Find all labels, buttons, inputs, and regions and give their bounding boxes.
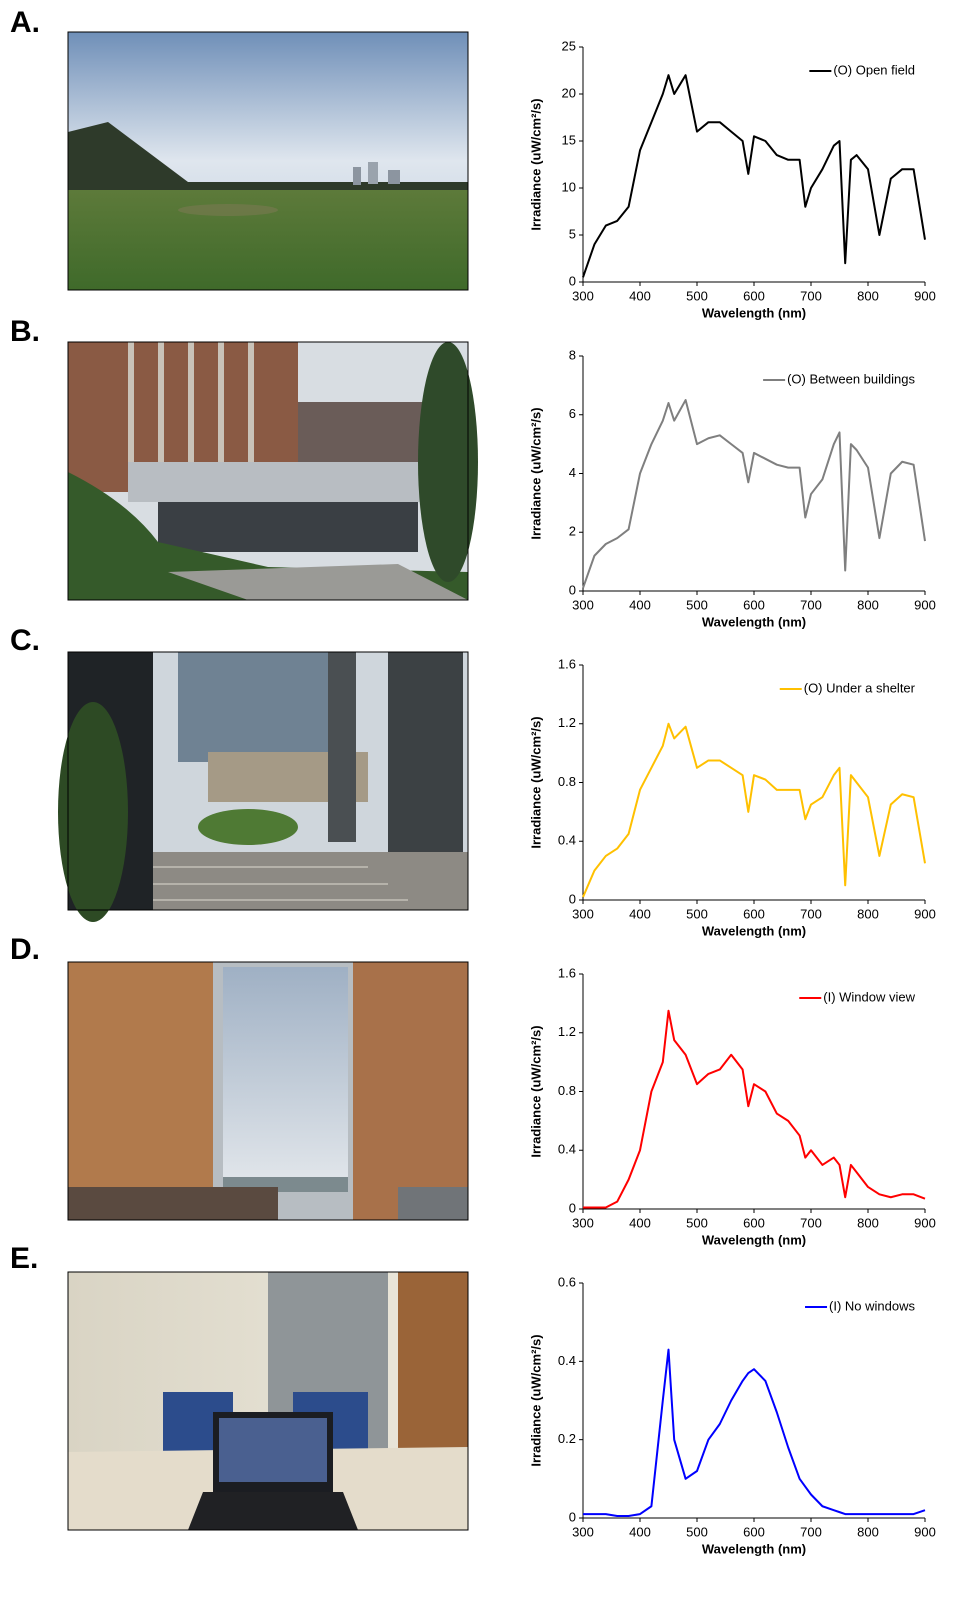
x-tick-label: 700 xyxy=(800,1215,822,1230)
y-tick-label: 0.4 xyxy=(558,1353,576,1368)
y-tick-label: 1.6 xyxy=(558,656,576,671)
x-tick-label: 900 xyxy=(914,1215,936,1230)
y-tick-label: 1.2 xyxy=(558,715,576,730)
x-tick-label: 700 xyxy=(800,1524,822,1539)
x-tick-label: 500 xyxy=(686,1524,708,1539)
y-tick-label: 2 xyxy=(569,524,576,539)
x-tick-label: 400 xyxy=(629,1215,651,1230)
x-tick-label: 900 xyxy=(914,906,936,921)
x-tick-label: 400 xyxy=(629,906,651,921)
x-tick-label: 300 xyxy=(572,1524,594,1539)
y-tick-label: 5 xyxy=(569,226,576,241)
y-axis-label: Irradiance (uW/cm²/s) xyxy=(528,1334,543,1466)
y-tick-label: 0.4 xyxy=(558,1142,576,1157)
y-tick-label: 4 xyxy=(569,465,576,480)
x-tick-label: 500 xyxy=(686,288,708,303)
y-axis-label: Irradiance (uW/cm²/s) xyxy=(528,98,543,230)
x-axis-label: Wavelength (nm) xyxy=(702,923,806,938)
y-axis-label: Irradiance (uW/cm²/s) xyxy=(528,407,543,539)
series-line xyxy=(583,75,925,277)
x-axis-label: Wavelength (nm) xyxy=(702,614,806,629)
x-tick-label: 300 xyxy=(572,1215,594,1230)
x-tick-label: 400 xyxy=(629,288,651,303)
x-tick-label: 600 xyxy=(743,1215,765,1230)
x-tick-label: 600 xyxy=(743,906,765,921)
x-axis-label: Wavelength (nm) xyxy=(702,305,806,320)
y-tick-label: 8 xyxy=(569,347,576,362)
y-tick-label: 1.2 xyxy=(558,1024,576,1039)
x-tick-label: 600 xyxy=(743,288,765,303)
x-tick-label: 800 xyxy=(857,288,879,303)
x-axis-label: Wavelength (nm) xyxy=(702,1541,806,1556)
y-axis-label: Irradiance (uW/cm²/s) xyxy=(528,1025,543,1157)
x-tick-label: 400 xyxy=(629,597,651,612)
y-tick-label: 0.8 xyxy=(558,774,576,789)
panel-label: A. xyxy=(10,6,40,39)
y-tick-label: 10 xyxy=(562,179,576,194)
legend-label: (O) Under a shelter xyxy=(804,680,916,695)
series-line xyxy=(583,1350,925,1516)
y-tick-label: 0.6 xyxy=(558,1274,576,1289)
x-tick-label: 500 xyxy=(686,1215,708,1230)
photo-no-windows xyxy=(68,1272,468,1530)
x-tick-label: 600 xyxy=(743,597,765,612)
x-tick-label: 600 xyxy=(743,1524,765,1539)
y-tick-label: 0 xyxy=(569,891,576,906)
legend-label: (O) Open field xyxy=(833,62,915,77)
y-tick-label: 25 xyxy=(562,38,576,53)
x-tick-label: 400 xyxy=(629,1524,651,1539)
x-tick-label: 800 xyxy=(857,597,879,612)
y-tick-label: 20 xyxy=(562,85,576,100)
figure: A.0510152025300400500600700800900Wavelen… xyxy=(0,0,960,1600)
panel-label: E. xyxy=(10,1242,38,1275)
x-tick-label: 700 xyxy=(800,288,822,303)
x-tick-label: 300 xyxy=(572,288,594,303)
y-tick-label: 6 xyxy=(569,406,576,421)
x-tick-label: 900 xyxy=(914,288,936,303)
x-tick-label: 800 xyxy=(857,1524,879,1539)
x-tick-label: 500 xyxy=(686,597,708,612)
y-tick-label: 0 xyxy=(569,273,576,288)
y-tick-label: 0.8 xyxy=(558,1083,576,1098)
legend-label: (O) Between buildings xyxy=(787,371,915,386)
photo-under-shelter xyxy=(58,652,468,922)
series-line xyxy=(583,724,925,897)
legend-label: (I) Window view xyxy=(823,989,915,1004)
y-tick-label: 0 xyxy=(569,1200,576,1215)
series-line xyxy=(583,400,925,588)
x-tick-label: 700 xyxy=(800,597,822,612)
photo-window-view xyxy=(68,962,468,1220)
series-line xyxy=(583,1011,925,1208)
x-tick-label: 900 xyxy=(914,1524,936,1539)
panel-label: B. xyxy=(10,315,40,348)
x-tick-label: 800 xyxy=(857,1215,879,1230)
x-tick-label: 300 xyxy=(572,906,594,921)
x-axis-label: Wavelength (nm) xyxy=(702,1232,806,1247)
y-tick-label: 0.4 xyxy=(558,833,576,848)
y-tick-label: 1.6 xyxy=(558,965,576,980)
y-tick-label: 0 xyxy=(569,1509,576,1524)
y-axis-label: Irradiance (uW/cm²/s) xyxy=(528,716,543,848)
x-tick-label: 800 xyxy=(857,906,879,921)
panel-label: C. xyxy=(10,624,40,657)
x-tick-label: 300 xyxy=(572,597,594,612)
photo-open-field xyxy=(68,32,468,290)
y-tick-label: 0.2 xyxy=(558,1431,576,1446)
photo-between-buildings xyxy=(68,342,478,600)
x-tick-label: 900 xyxy=(914,597,936,612)
y-tick-label: 15 xyxy=(562,132,576,147)
legend-label: (I) No windows xyxy=(829,1298,915,1313)
y-tick-label: 0 xyxy=(569,582,576,597)
panel-label: D. xyxy=(10,933,40,966)
x-tick-label: 500 xyxy=(686,906,708,921)
x-tick-label: 700 xyxy=(800,906,822,921)
